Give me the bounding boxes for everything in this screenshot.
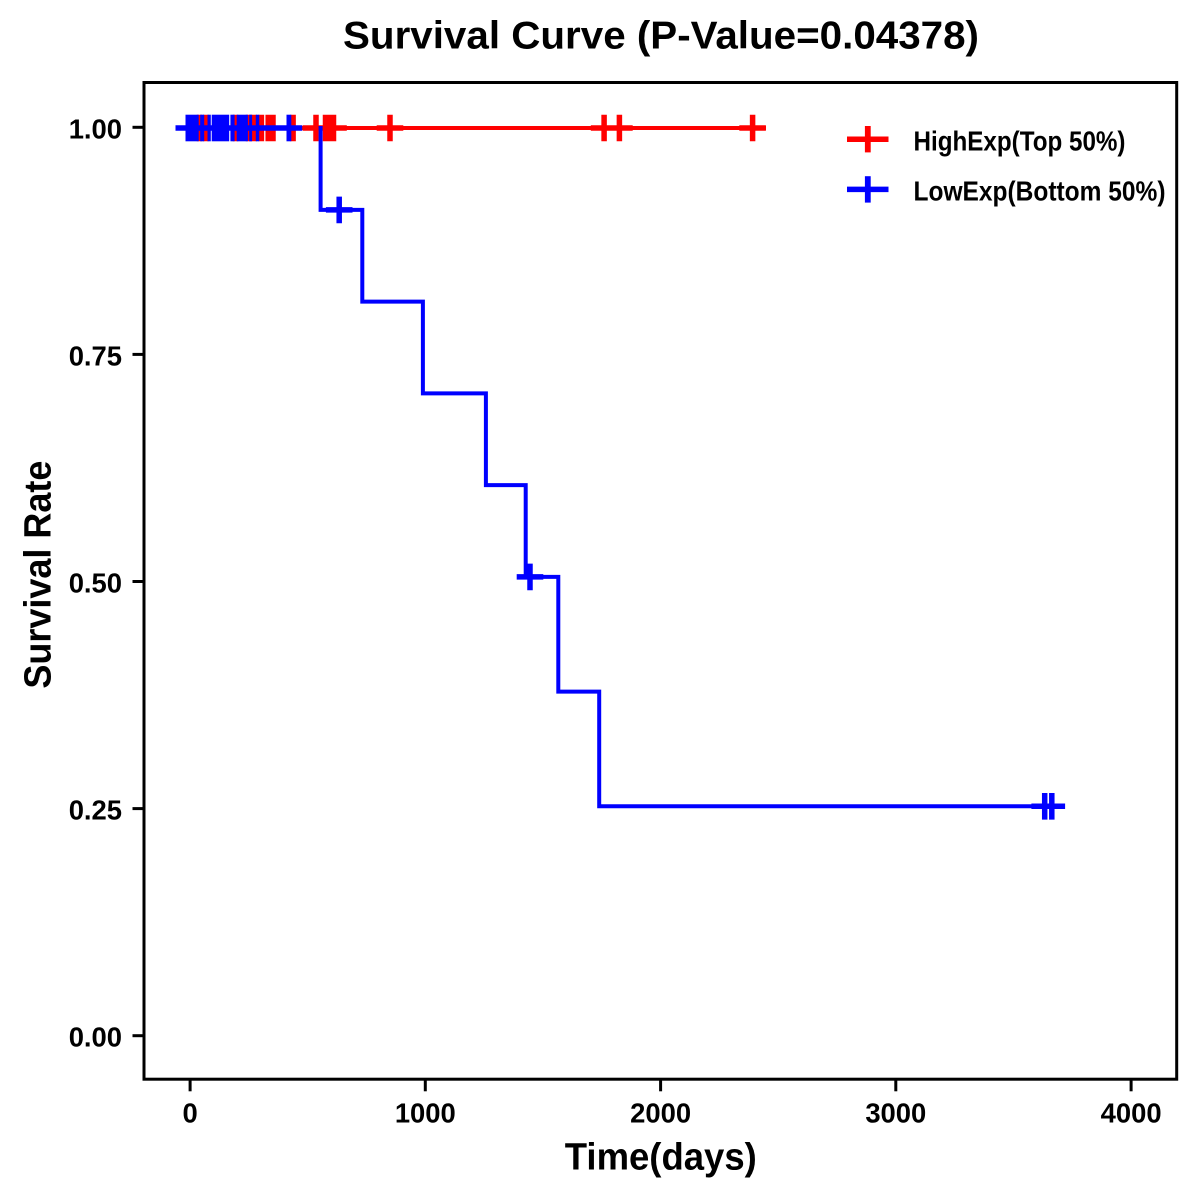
svg-text:HighExp(Top 50%): HighExp(Top 50%) [914, 126, 1126, 157]
svg-text:Time(days): Time(days) [565, 1137, 757, 1179]
svg-text:0.50: 0.50 [69, 568, 122, 599]
svg-text:1.00: 1.00 [69, 113, 122, 144]
svg-text:LowExp(Bottom 50%): LowExp(Bottom 50%) [914, 176, 1166, 207]
svg-text:0.00: 0.00 [69, 1022, 122, 1053]
svg-text:Survival Rate: Survival Rate [18, 461, 60, 689]
svg-text:1000: 1000 [395, 1097, 456, 1128]
svg-text:2000: 2000 [630, 1097, 691, 1128]
svg-text:3000: 3000 [865, 1097, 926, 1128]
svg-text:0: 0 [182, 1097, 197, 1128]
svg-text:4000: 4000 [1101, 1097, 1162, 1128]
svg-text:0.25: 0.25 [69, 795, 122, 826]
svg-text:0.75: 0.75 [69, 340, 122, 371]
svg-text:Survival Curve (P-Value=0.0437: Survival Curve (P-Value=0.04378) [343, 15, 979, 58]
